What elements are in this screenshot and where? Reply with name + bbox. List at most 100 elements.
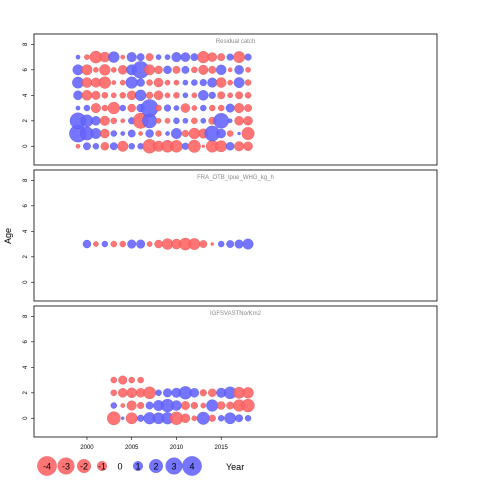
- bubble-2016-age1: [226, 401, 235, 410]
- bubble-2001-age6: [93, 67, 99, 73]
- bubble-2005-age0: [128, 143, 135, 150]
- bubble-2017-age5: [233, 77, 245, 88]
- bubble-2016-age0: [225, 142, 235, 151]
- bubble-2003-age0: [109, 142, 118, 151]
- y-tick-label: 0: [23, 280, 29, 284]
- y-tick-label: 8: [23, 42, 29, 46]
- bubble-2018-age1: [241, 398, 255, 413]
- bubble-2011-age7: [180, 52, 191, 62]
- bubble-2003-age6: [111, 67, 117, 73]
- legend-label--1: -1: [98, 462, 106, 472]
- legend-label--2: -2: [80, 462, 88, 472]
- bubble-2003-age5: [111, 80, 117, 85]
- bubble-2016-age4: [227, 92, 233, 99]
- bubble-2007-age1: [145, 129, 154, 138]
- bubble-2003-age4: [111, 92, 117, 99]
- bubble-2007-age3: [146, 241, 153, 247]
- bubble-2014-age4: [208, 91, 216, 99]
- bubble-2003-age3: [110, 240, 117, 248]
- bubble-2009-age3: [163, 104, 172, 112]
- bubble-2008-age5: [153, 77, 164, 88]
- legend-bubble--4: [37, 456, 57, 476]
- bubble-2002-age5: [98, 76, 111, 89]
- bubble-2006-age4: [135, 89, 147, 101]
- bubble-2017-age1: [237, 131, 241, 136]
- panel-3: IGFSVASTNo/Km2 0 2 4 6 8 2000 2005 2010 2015: [23, 305, 438, 451]
- bubble-2013-age7: [197, 51, 210, 64]
- bubble-2015-age6: [216, 64, 227, 76]
- bubble-2018-age6: [245, 67, 251, 73]
- bubble-2009-age2: [164, 118, 171, 124]
- bubble-2013-age1: [200, 402, 207, 409]
- bubble-2016-age5: [227, 79, 233, 86]
- bubble-2015-age5: [216, 77, 227, 88]
- bubble-2004-age0: [121, 416, 125, 420]
- bubble-2014-age7: [207, 52, 217, 62]
- bubble-2012-age0: [187, 139, 201, 153]
- bubble-2017-age3: [234, 239, 244, 249]
- bubble-2015-age3: [218, 240, 225, 248]
- bubble-2007-age6: [144, 64, 156, 76]
- bubble-2009-age4: [164, 92, 171, 99]
- bubble-2016-age6: [227, 67, 233, 73]
- bubble-2003-age2: [110, 389, 117, 396]
- bubble-2009-age5: [164, 79, 171, 86]
- legend-bubble-4: [182, 456, 202, 476]
- bubble-2014-age6: [208, 65, 217, 74]
- bubble-2001-age3: [90, 103, 101, 114]
- bubble-2008-age3: [155, 104, 162, 112]
- bubble-2014-age5: [207, 77, 218, 88]
- panel-title: IGFSVASTNo/Km2: [210, 311, 262, 317]
- bubble-2001-age4: [91, 90, 101, 100]
- bubble-2003-age0: [107, 411, 121, 426]
- bubble-2018-age3: [242, 238, 254, 250]
- bubble-2015-age1: [217, 401, 226, 410]
- bubble-2011-age2: [182, 118, 189, 124]
- bubble-2016-age0: [224, 412, 236, 425]
- bubble-2010-age5: [173, 79, 180, 86]
- bubble-2000-age3: [82, 239, 92, 249]
- bubble-2010-age4: [173, 92, 180, 99]
- x-tick-label: 2005: [125, 445, 139, 451]
- bubble-2004-age1: [120, 403, 126, 408]
- bubble-2015-age1: [216, 128, 226, 139]
- y-tick-label: 0: [23, 416, 29, 420]
- y-tick-label: 8: [23, 178, 29, 182]
- bubble-1999-age7: [75, 54, 81, 60]
- bubble-2017-age4: [235, 91, 243, 100]
- bubble-2012-age1: [188, 127, 200, 140]
- bubble-2010-age1: [171, 400, 182, 411]
- panel-title: FRA_OTB_lpue_WHG_kg_h: [197, 175, 274, 181]
- bubble-2000-age3: [83, 104, 91, 112]
- bubble-2014-age2: [208, 388, 217, 397]
- y-tick-label: 2: [23, 390, 29, 394]
- bubble-2008-age1: [155, 130, 162, 137]
- bubble-2016-age1: [226, 130, 234, 137]
- bubble-2004-age3: [119, 104, 126, 112]
- bubble-2012-age3: [191, 105, 198, 111]
- bubble-2012-age3: [188, 238, 201, 250]
- bubble-2000-age0: [83, 142, 91, 151]
- bubble-2005-age5: [125, 76, 138, 89]
- bubble-2004-age2: [118, 388, 128, 398]
- bubble-2018-age1: [241, 127, 255, 140]
- bubble-2002-age3: [101, 240, 109, 248]
- bubble-2002-age6: [99, 64, 111, 76]
- bubble-2003-age3: [110, 376, 117, 384]
- bubble-2010-age1: [171, 128, 182, 139]
- bubble-2005-age3: [127, 239, 137, 249]
- bubble-2001-age3: [93, 241, 99, 247]
- bubble-2007-age1: [145, 401, 154, 410]
- x-tick-label: 2010: [170, 445, 184, 451]
- bubble-2002-age2: [99, 115, 110, 126]
- bubble-2009-age1: [165, 131, 170, 136]
- bubble-2011-age3: [180, 103, 191, 113]
- bubble-2012-age7: [190, 53, 199, 61]
- bubble-2018-age0: [244, 415, 252, 422]
- bubble-2004-age5: [119, 79, 126, 86]
- bubble-2010-age6: [172, 65, 181, 74]
- bubble-2008-age4: [153, 90, 164, 101]
- legend-label-1: 1: [135, 462, 140, 472]
- bubble-2002-age1: [100, 128, 110, 139]
- panel-frame: [33, 305, 438, 438]
